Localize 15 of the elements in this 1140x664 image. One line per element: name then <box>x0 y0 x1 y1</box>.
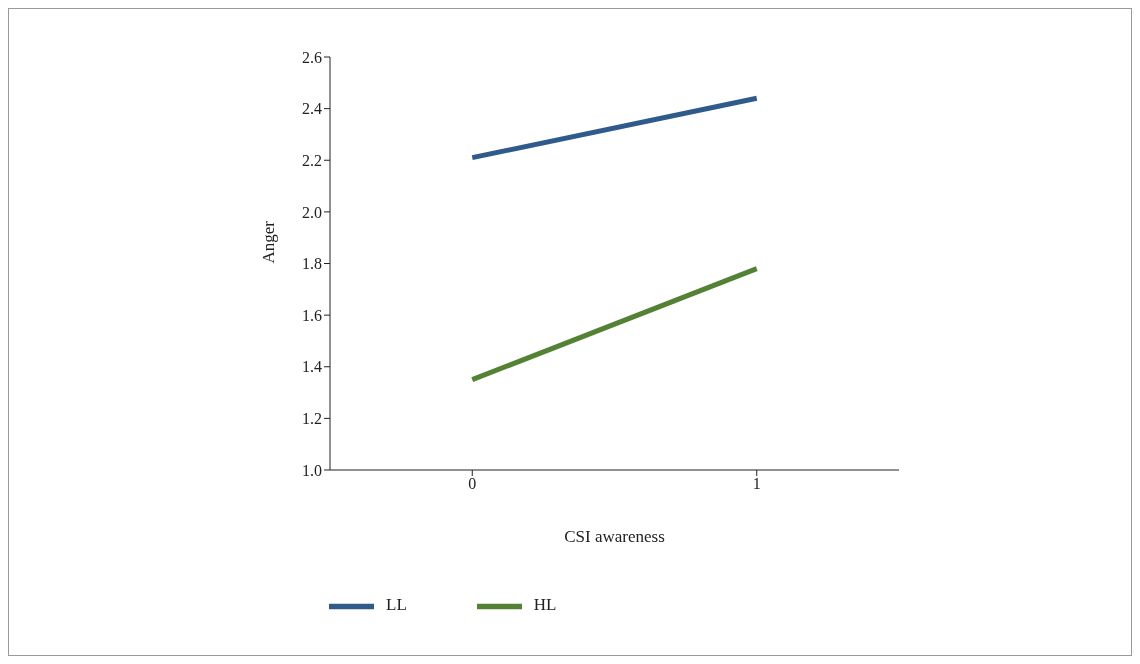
x-axis-title: CSI awareness <box>564 527 665 547</box>
x-tick-label: 0 <box>468 475 477 493</box>
x-tick-label: 1 <box>752 475 761 493</box>
y-tick-label: 1.4 <box>302 358 322 376</box>
y-tick-label: 2.0 <box>302 203 322 221</box>
y-tick-label: 2.2 <box>302 151 322 169</box>
y-tick-label: 2.4 <box>302 100 322 118</box>
y-axis-title: Anger <box>259 220 279 264</box>
y-tick-label: 1.6 <box>302 306 322 324</box>
legend-label: HL <box>533 595 557 615</box>
y-tick-label: 1.8 <box>302 255 322 273</box>
legend-label: LL <box>386 595 407 615</box>
y-tick-label: 2.6 <box>302 48 322 66</box>
y-tick-label: 1.2 <box>302 410 322 428</box>
y-tick-label: 1.0 <box>302 461 322 479</box>
